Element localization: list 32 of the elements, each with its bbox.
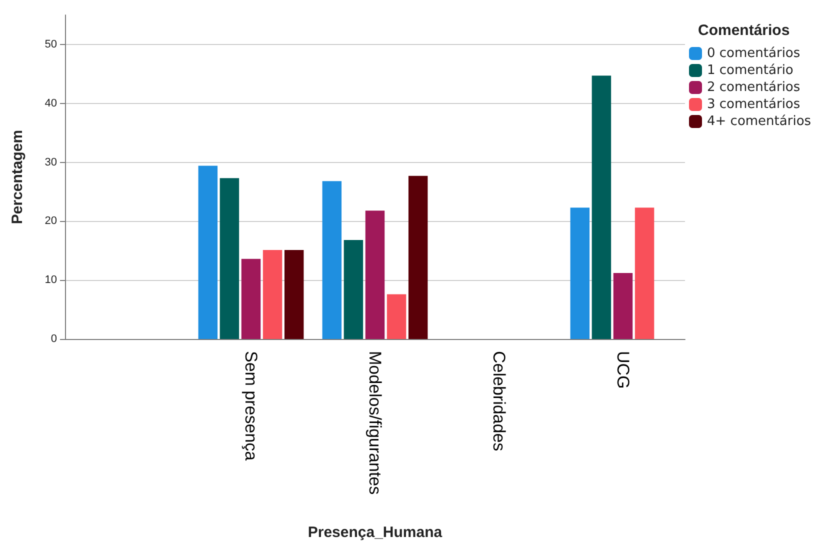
legend-label: 4+ comentários: [707, 114, 812, 129]
bar: [284, 250, 304, 339]
bar: [198, 166, 218, 339]
legend-title: Comentários: [698, 22, 790, 39]
bar: [592, 76, 612, 339]
bar: [386, 294, 406, 339]
y-tick-label: 0: [50, 333, 57, 345]
bar: [408, 176, 428, 339]
legend-label: 3 comentários: [707, 97, 800, 112]
bar: [613, 273, 633, 339]
x-tick-label: Celebridades: [490, 351, 508, 452]
bar: [570, 208, 590, 339]
legend-label: 1 comentário: [707, 63, 794, 78]
bar: [634, 208, 654, 339]
bar: [322, 181, 342, 339]
bar: [220, 178, 240, 339]
bar: [365, 210, 385, 339]
x-tick-label: Sem presença: [242, 351, 260, 462]
x-tick-label: UCG: [614, 351, 632, 389]
legend-label: 2 comentários: [707, 80, 800, 95]
bar: [262, 250, 282, 339]
legend-label: 0 comentários: [707, 46, 800, 61]
y-tick-label: 40: [44, 97, 57, 110]
y-tick-label: 10: [44, 274, 57, 286]
bar: [241, 258, 261, 339]
y-tick-label: 20: [44, 215, 57, 228]
bar: [344, 240, 364, 339]
x-axis-title: Presença_Humana: [308, 524, 443, 541]
y-tick-label: 30: [44, 156, 57, 168]
x-tick-label: Modelos/figurantes: [366, 351, 384, 495]
y-axis-title: Percentagem: [9, 130, 26, 224]
y-tick-label: 50: [44, 38, 57, 50]
